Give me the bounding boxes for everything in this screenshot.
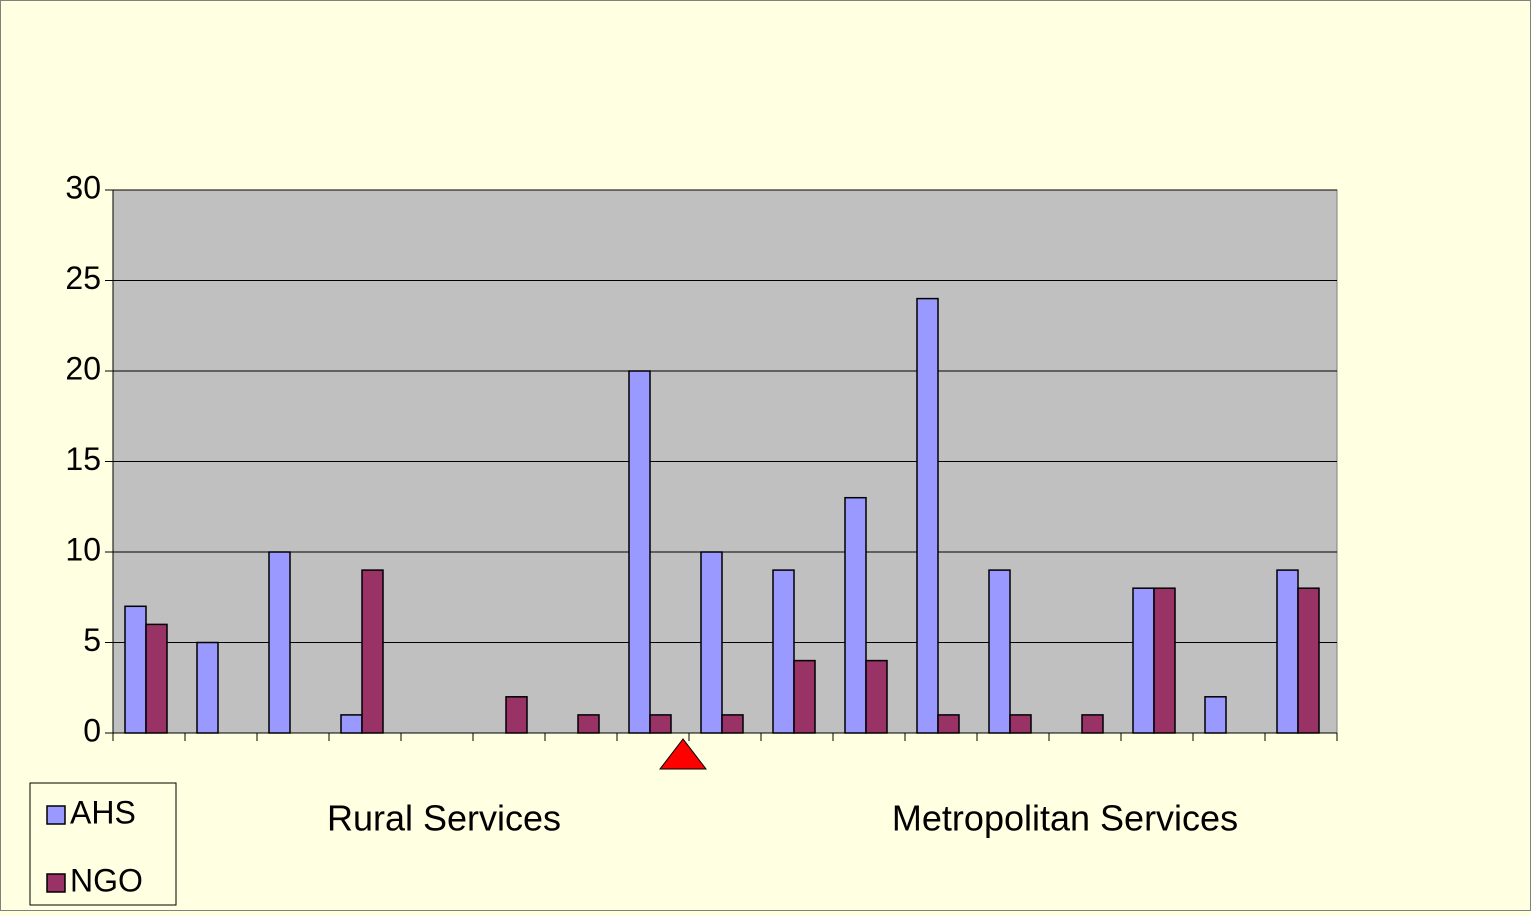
bar	[649, 714, 672, 734]
bar	[772, 569, 795, 734]
bar	[628, 370, 651, 734]
bar	[1276, 569, 1299, 734]
bar	[196, 641, 219, 734]
y-tick-label: 30	[65, 169, 101, 205]
bar	[1153, 587, 1176, 734]
bar	[700, 551, 723, 734]
y-tick-label: 5	[83, 622, 101, 658]
bar	[793, 659, 816, 734]
bar	[124, 605, 147, 734]
bar	[145, 623, 168, 734]
legend-swatch	[46, 873, 66, 893]
y-tick-label: 10	[65, 531, 101, 567]
bar	[1132, 587, 1155, 734]
y-tick-label: 25	[65, 260, 101, 296]
bar	[865, 659, 888, 734]
bar	[361, 569, 384, 734]
y-tick-label: 15	[65, 441, 101, 477]
bar	[1204, 696, 1227, 734]
marker-triangle	[658, 738, 708, 770]
bar	[505, 696, 528, 734]
bar	[937, 714, 960, 734]
y-tick-label: 20	[65, 350, 101, 386]
bar	[340, 714, 363, 734]
legend-label: AHS	[70, 794, 136, 830]
bar	[844, 496, 867, 734]
bar	[916, 297, 939, 734]
bar	[1009, 714, 1032, 734]
bar	[1297, 587, 1320, 734]
group-label: Metropolitan Services	[892, 798, 1238, 839]
group-label: Rural Services	[327, 798, 561, 839]
bar	[577, 714, 600, 734]
bar	[721, 714, 744, 734]
legend-label: NGO	[70, 862, 143, 898]
y-tick-label: 0	[83, 712, 101, 748]
bar	[268, 551, 291, 734]
bar	[988, 569, 1011, 734]
legend-swatch	[46, 805, 66, 825]
bar	[1081, 714, 1104, 734]
